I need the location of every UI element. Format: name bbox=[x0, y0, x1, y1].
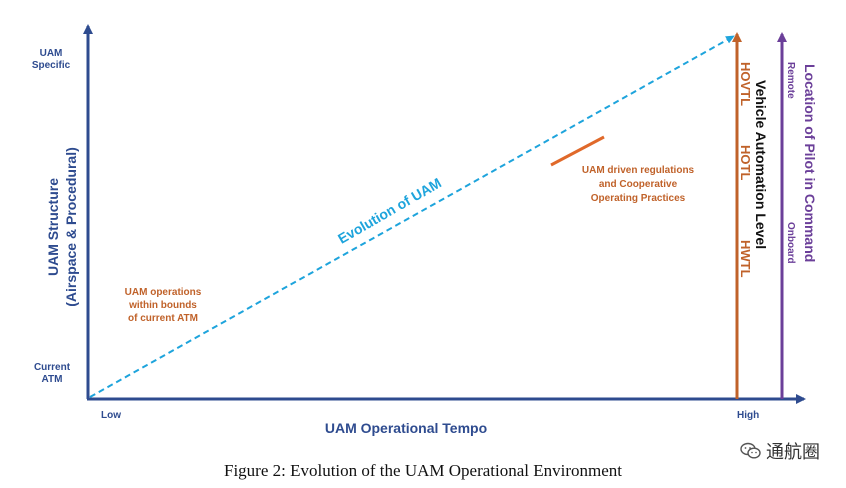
evolution-label: Evolution of UAM bbox=[335, 175, 444, 247]
left-annotation-line2: within bounds bbox=[128, 300, 197, 311]
left-annotation-line1: UAM operations bbox=[125, 287, 202, 298]
y-top-label-line2: Specific bbox=[32, 60, 71, 71]
evolution-dashed-line bbox=[89, 35, 735, 398]
pilot-onboard-label: Onboard bbox=[785, 222, 796, 264]
y-axis-title-line2: (Airspace & Procedural) bbox=[63, 147, 79, 307]
automation-axis-title: Vehicle Automation Level bbox=[753, 80, 769, 249]
right-annotation-line1: UAM driven regulations bbox=[582, 165, 695, 176]
pilot-remote-label: Remote bbox=[785, 62, 796, 99]
y-axis-title-line1: UAM Structure bbox=[45, 178, 61, 276]
level-hotl: HOTL bbox=[738, 145, 753, 180]
x-high-label: High bbox=[737, 410, 759, 421]
level-hwtl: HWTL bbox=[738, 240, 753, 278]
level-hovtl: HOVTL bbox=[738, 62, 753, 106]
figure-caption: Figure 2: Evolution of the UAM Operation… bbox=[224, 461, 622, 480]
right-annotation-line2: and Cooperative bbox=[599, 179, 678, 190]
wechat-logo-icon bbox=[740, 442, 761, 459]
y-bottom-label-line2: ATM bbox=[42, 374, 63, 385]
pilot-axis-title: Location of Pilot in Command bbox=[802, 64, 818, 262]
y-top-label-line1: UAM bbox=[40, 48, 63, 59]
right-annotation-line3: Operating Practices bbox=[591, 193, 686, 204]
x-axis-title: UAM Operational Tempo bbox=[325, 420, 487, 436]
watermark: 通航圈 bbox=[740, 438, 820, 464]
y-bottom-label-line1: Current bbox=[34, 362, 71, 373]
left-annotation-line3: of current ATM bbox=[128, 313, 198, 324]
regulations-arrow bbox=[550, 135, 605, 167]
watermark-text: 通航圈 bbox=[766, 442, 820, 463]
x-low-label: Low bbox=[101, 410, 121, 421]
